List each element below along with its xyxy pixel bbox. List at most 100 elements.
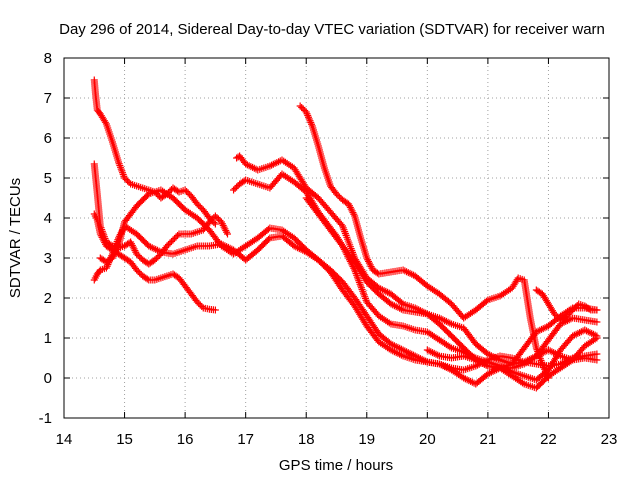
data-point	[593, 350, 601, 358]
data-point	[269, 160, 277, 168]
data-point	[380, 287, 388, 295]
data-point	[494, 355, 502, 363]
data-point	[403, 268, 411, 276]
series-track-11	[532, 286, 601, 324]
data-point	[345, 200, 353, 208]
data-point	[385, 319, 393, 327]
data-point	[183, 188, 191, 195]
data-series	[90, 76, 601, 392]
data-point	[136, 253, 144, 261]
data-point	[477, 359, 485, 367]
data-point	[133, 266, 141, 274]
data-point	[114, 244, 122, 252]
y-tick-label: 4	[44, 210, 52, 227]
data-point	[576, 329, 584, 337]
plot-area-border	[63, 57, 610, 419]
data-point	[217, 218, 225, 226]
data-point	[166, 239, 174, 247]
data-point	[463, 376, 471, 384]
data-point	[196, 301, 204, 309]
x-tick-label: 21	[480, 431, 497, 448]
data-point	[299, 105, 307, 113]
data-point	[435, 314, 443, 322]
data-point	[392, 303, 400, 311]
data-point	[588, 329, 596, 337]
data-point	[484, 350, 492, 358]
data-point	[271, 159, 279, 167]
data-point	[136, 269, 144, 277]
data-point	[567, 308, 575, 315]
data-point	[213, 214, 221, 221]
data-point	[230, 186, 238, 194]
data-point	[404, 269, 412, 277]
x-tick-label: 19	[358, 431, 375, 448]
data-point	[480, 360, 488, 368]
data-point	[392, 343, 400, 351]
data-point	[155, 247, 163, 255]
data-point	[532, 328, 540, 336]
data-point	[249, 163, 257, 171]
data-point	[394, 349, 402, 357]
data-point	[164, 241, 172, 248]
data-point	[432, 350, 440, 358]
data-point	[389, 341, 397, 349]
chart-title: Day 296 of 2014, Sidereal Day-to-day VTE…	[59, 21, 605, 38]
data-point	[133, 250, 141, 258]
data-point	[377, 285, 385, 293]
data-point	[546, 347, 554, 355]
x-tick-label: 15	[116, 431, 133, 448]
y-tick-label: 0	[44, 370, 52, 387]
data-point	[110, 251, 118, 259]
data-point	[108, 254, 116, 262]
data-point	[581, 326, 589, 334]
data-point	[392, 349, 400, 357]
data-point	[172, 233, 180, 241]
data-point	[334, 192, 342, 199]
x-tick-label: 14	[56, 431, 73, 448]
data-point	[552, 312, 560, 319]
data-point	[378, 286, 386, 294]
data-point	[169, 236, 177, 244]
data-point	[534, 327, 542, 335]
data-point	[195, 300, 203, 307]
data-point	[444, 318, 452, 326]
data-point	[367, 263, 375, 271]
data-point	[205, 218, 213, 226]
data-point	[486, 369, 494, 377]
x-tick-label: 20	[419, 431, 436, 448]
data-point	[365, 259, 373, 267]
data-point	[434, 351, 442, 359]
data-point	[207, 217, 215, 224]
data-point	[131, 247, 139, 255]
data-point	[134, 252, 142, 259]
data-point	[482, 361, 490, 369]
data-point	[406, 269, 414, 277]
data-point	[390, 342, 398, 350]
data-point	[198, 303, 206, 310]
x-tick-label: 23	[601, 431, 618, 448]
data-point	[101, 118, 109, 126]
data-point	[154, 253, 162, 261]
data-point	[593, 334, 601, 342]
data-point	[134, 268, 142, 275]
data-point	[167, 238, 175, 245]
data-point	[109, 252, 117, 260]
data-point	[406, 349, 414, 357]
data-point	[211, 212, 219, 220]
data-point	[563, 317, 571, 325]
data-point	[96, 230, 104, 238]
data-point	[211, 220, 219, 228]
y-axis-label: SDTVAR / TECUs	[7, 178, 24, 298]
series-track-3	[90, 210, 219, 314]
series-track-1	[90, 76, 219, 228]
data-point	[397, 351, 405, 359]
data-point	[220, 223, 228, 231]
series-track-9	[302, 194, 601, 368]
data-point	[551, 310, 558, 318]
data-point	[221, 225, 229, 233]
data-point	[265, 235, 273, 243]
data-point	[127, 240, 135, 248]
x-axis-label: GPS time / hours	[279, 457, 393, 474]
data-point	[586, 329, 594, 337]
